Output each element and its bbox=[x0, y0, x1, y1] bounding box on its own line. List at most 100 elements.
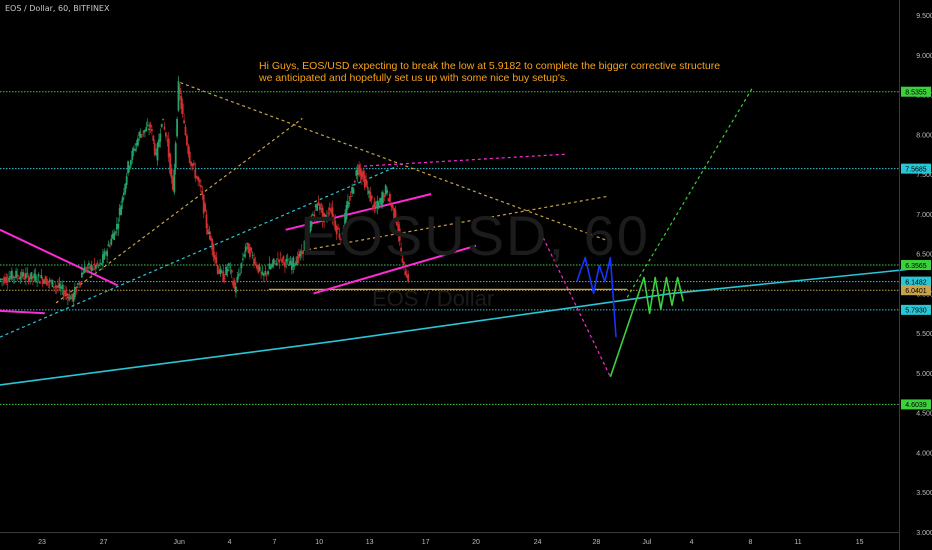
candle-body bbox=[394, 209, 397, 222]
candle-body bbox=[274, 260, 276, 262]
candle-body bbox=[389, 193, 391, 202]
candle-body bbox=[247, 243, 250, 254]
candle-body bbox=[366, 186, 369, 189]
candle-body bbox=[183, 120, 185, 124]
candle-body bbox=[256, 264, 258, 269]
candle-body bbox=[198, 180, 201, 182]
candle-body bbox=[167, 138, 170, 158]
candle-body bbox=[131, 150, 134, 160]
candle-body bbox=[240, 263, 243, 268]
candle-body bbox=[225, 266, 227, 276]
candle-body bbox=[214, 254, 216, 260]
candle-body bbox=[156, 143, 159, 161]
candle-body bbox=[69, 297, 72, 300]
symbol-label[interactable]: EOS / Dollar, 60, BITFINEX bbox=[5, 4, 110, 13]
candle-body bbox=[390, 204, 393, 207]
time-tick-label: 7 bbox=[272, 539, 276, 546]
price-level-tag bbox=[901, 304, 931, 315]
candle-body bbox=[165, 132, 167, 137]
candle-body bbox=[2, 278, 5, 280]
candle-body bbox=[312, 214, 314, 216]
candle-body bbox=[160, 123, 163, 128]
candle-body bbox=[40, 274, 43, 279]
candle-body bbox=[246, 242, 248, 244]
candle-body bbox=[267, 271, 269, 274]
candle-body bbox=[57, 285, 59, 288]
candle-body bbox=[141, 134, 143, 135]
candle-body bbox=[99, 262, 101, 264]
candle-body bbox=[201, 190, 204, 195]
candle-body bbox=[60, 287, 62, 289]
candle-body bbox=[12, 275, 15, 278]
candle-body bbox=[13, 277, 16, 278]
candle-body bbox=[257, 264, 260, 273]
candle-body bbox=[285, 259, 288, 262]
candle-body bbox=[344, 212, 346, 227]
price-level-tag bbox=[901, 276, 931, 287]
candle-body bbox=[4, 277, 6, 283]
candle-body bbox=[162, 118, 164, 121]
price-tick-label: 3.5000 bbox=[916, 490, 932, 497]
candle-body bbox=[39, 281, 41, 284]
candle-body bbox=[46, 278, 48, 286]
candle-body bbox=[354, 180, 356, 183]
candle-body bbox=[386, 189, 388, 193]
price-axis[interactable]: 9.50009.00008.50008.00007.50007.00006.50… bbox=[901, 13, 932, 537]
candle-body bbox=[309, 221, 311, 233]
candle-body bbox=[0, 278, 2, 280]
candle-body bbox=[288, 264, 290, 266]
candle-body bbox=[155, 152, 157, 155]
candle-body bbox=[254, 261, 257, 263]
candle-body bbox=[44, 276, 47, 284]
time-tick-label: Jun bbox=[174, 539, 185, 546]
candle-body bbox=[219, 268, 222, 274]
candle-body bbox=[335, 225, 338, 235]
analysis-note[interactable]: Hi Guys, EOS/USD expecting to break the … bbox=[259, 60, 720, 84]
candle-body bbox=[397, 224, 400, 236]
candle-body bbox=[166, 140, 169, 142]
candle-body bbox=[340, 238, 342, 240]
candle-body bbox=[352, 188, 355, 194]
price-tick-label: 7.5000 bbox=[916, 172, 932, 179]
candle-body bbox=[296, 256, 299, 264]
candle-body bbox=[53, 286, 55, 288]
candle-body bbox=[341, 233, 344, 234]
candle-body bbox=[5, 276, 8, 282]
candle-body bbox=[75, 288, 78, 292]
price-level-label: 4.6039 bbox=[905, 402, 927, 409]
candle-body bbox=[146, 125, 149, 126]
candle-body bbox=[373, 201, 376, 209]
candle-body bbox=[351, 187, 353, 194]
price-tick-label: 6.5000 bbox=[916, 252, 932, 259]
candle-body bbox=[145, 127, 148, 131]
candle-body bbox=[372, 205, 374, 210]
candle-body bbox=[229, 266, 232, 268]
candle-body bbox=[264, 271, 267, 274]
candle-body bbox=[62, 291, 65, 297]
candle-body bbox=[209, 235, 212, 241]
candle-body bbox=[323, 212, 325, 223]
candle-body bbox=[268, 263, 271, 270]
candle-body bbox=[15, 270, 17, 278]
candle-body bbox=[326, 216, 328, 218]
candle-body bbox=[86, 266, 89, 269]
candle-body bbox=[291, 263, 293, 270]
candle-body bbox=[306, 229, 309, 240]
candle-body bbox=[349, 196, 352, 197]
candle-body bbox=[376, 201, 379, 208]
candle-body bbox=[180, 95, 183, 109]
projection-blue bbox=[576, 256, 617, 338]
candle-body bbox=[179, 87, 181, 95]
candle-body bbox=[300, 250, 303, 255]
candle-body bbox=[11, 270, 13, 280]
candle-body bbox=[407, 273, 409, 282]
price-level-tag bbox=[901, 163, 931, 174]
candle-body bbox=[81, 272, 83, 278]
candle-body bbox=[286, 259, 289, 261]
candle-body bbox=[243, 254, 246, 257]
candle-body bbox=[88, 263, 90, 266]
candle-body bbox=[369, 191, 372, 202]
time-axis[interactable]: 23 27 Jun 4 7 10 13 17 20 24 28 Jul 4 8 11 15 bbox=[38, 539, 863, 546]
candle-body bbox=[186, 135, 188, 146]
